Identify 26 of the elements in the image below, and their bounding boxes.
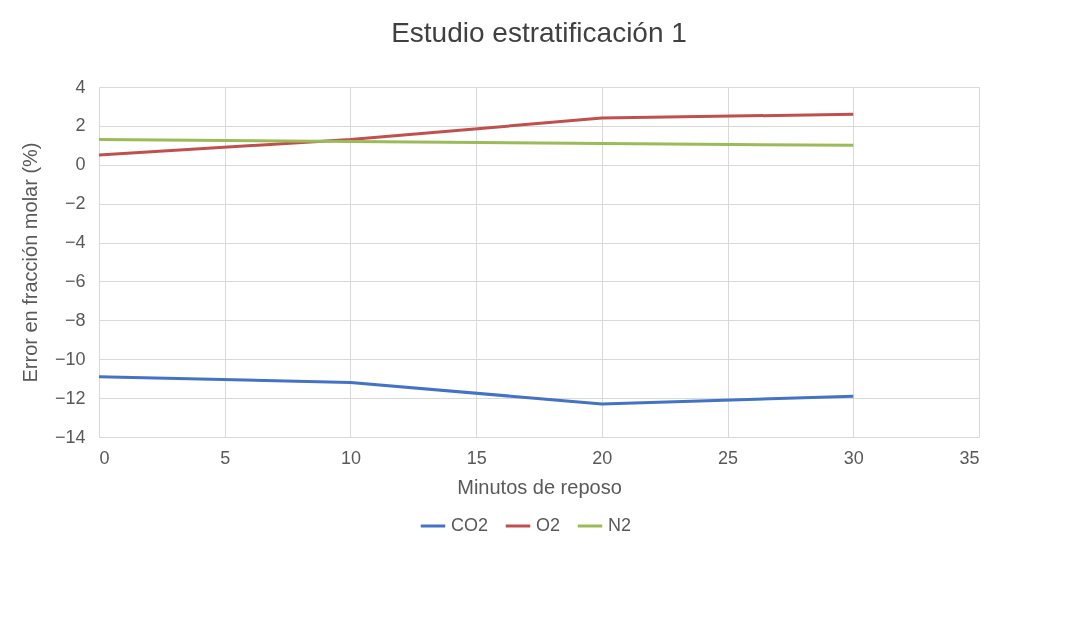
- x-tick-label: 0: [99, 447, 110, 468]
- y-tick-label: −2: [64, 193, 86, 214]
- y-tick-label: −8: [64, 309, 86, 330]
- x-tick-label: 35: [959, 447, 980, 468]
- chart-title: Estudio estratificación 1: [391, 17, 687, 48]
- x-tick-label: 5: [220, 447, 231, 468]
- x-tick-label: 20: [592, 447, 613, 468]
- legend-label: N2: [608, 515, 632, 535]
- x-tick-label: 25: [718, 447, 739, 468]
- y-tick-label: −6: [64, 270, 86, 291]
- y-tick-label: −4: [64, 232, 86, 253]
- y-tick-label: 0: [75, 154, 86, 175]
- y-axis-title: Error en fracción molar (%): [18, 142, 41, 383]
- line-series: [97, 375, 855, 406]
- x-tick-label: 10: [340, 447, 361, 468]
- y-tick-label: 4: [75, 76, 86, 97]
- line-series: [97, 112, 855, 157]
- y-tick-label: −10: [54, 348, 86, 369]
- x-tick-label: 30: [843, 447, 864, 468]
- x-axis-title: Minutos de reposo: [457, 475, 622, 498]
- legend-label: CO2: [451, 515, 489, 535]
- y-tick-label: −12: [54, 387, 86, 408]
- legend-label: O2: [536, 515, 561, 535]
- y-tick-label: 2: [75, 115, 86, 136]
- x-tick-label: 15: [466, 447, 487, 468]
- y-tick-label: −14: [54, 426, 86, 447]
